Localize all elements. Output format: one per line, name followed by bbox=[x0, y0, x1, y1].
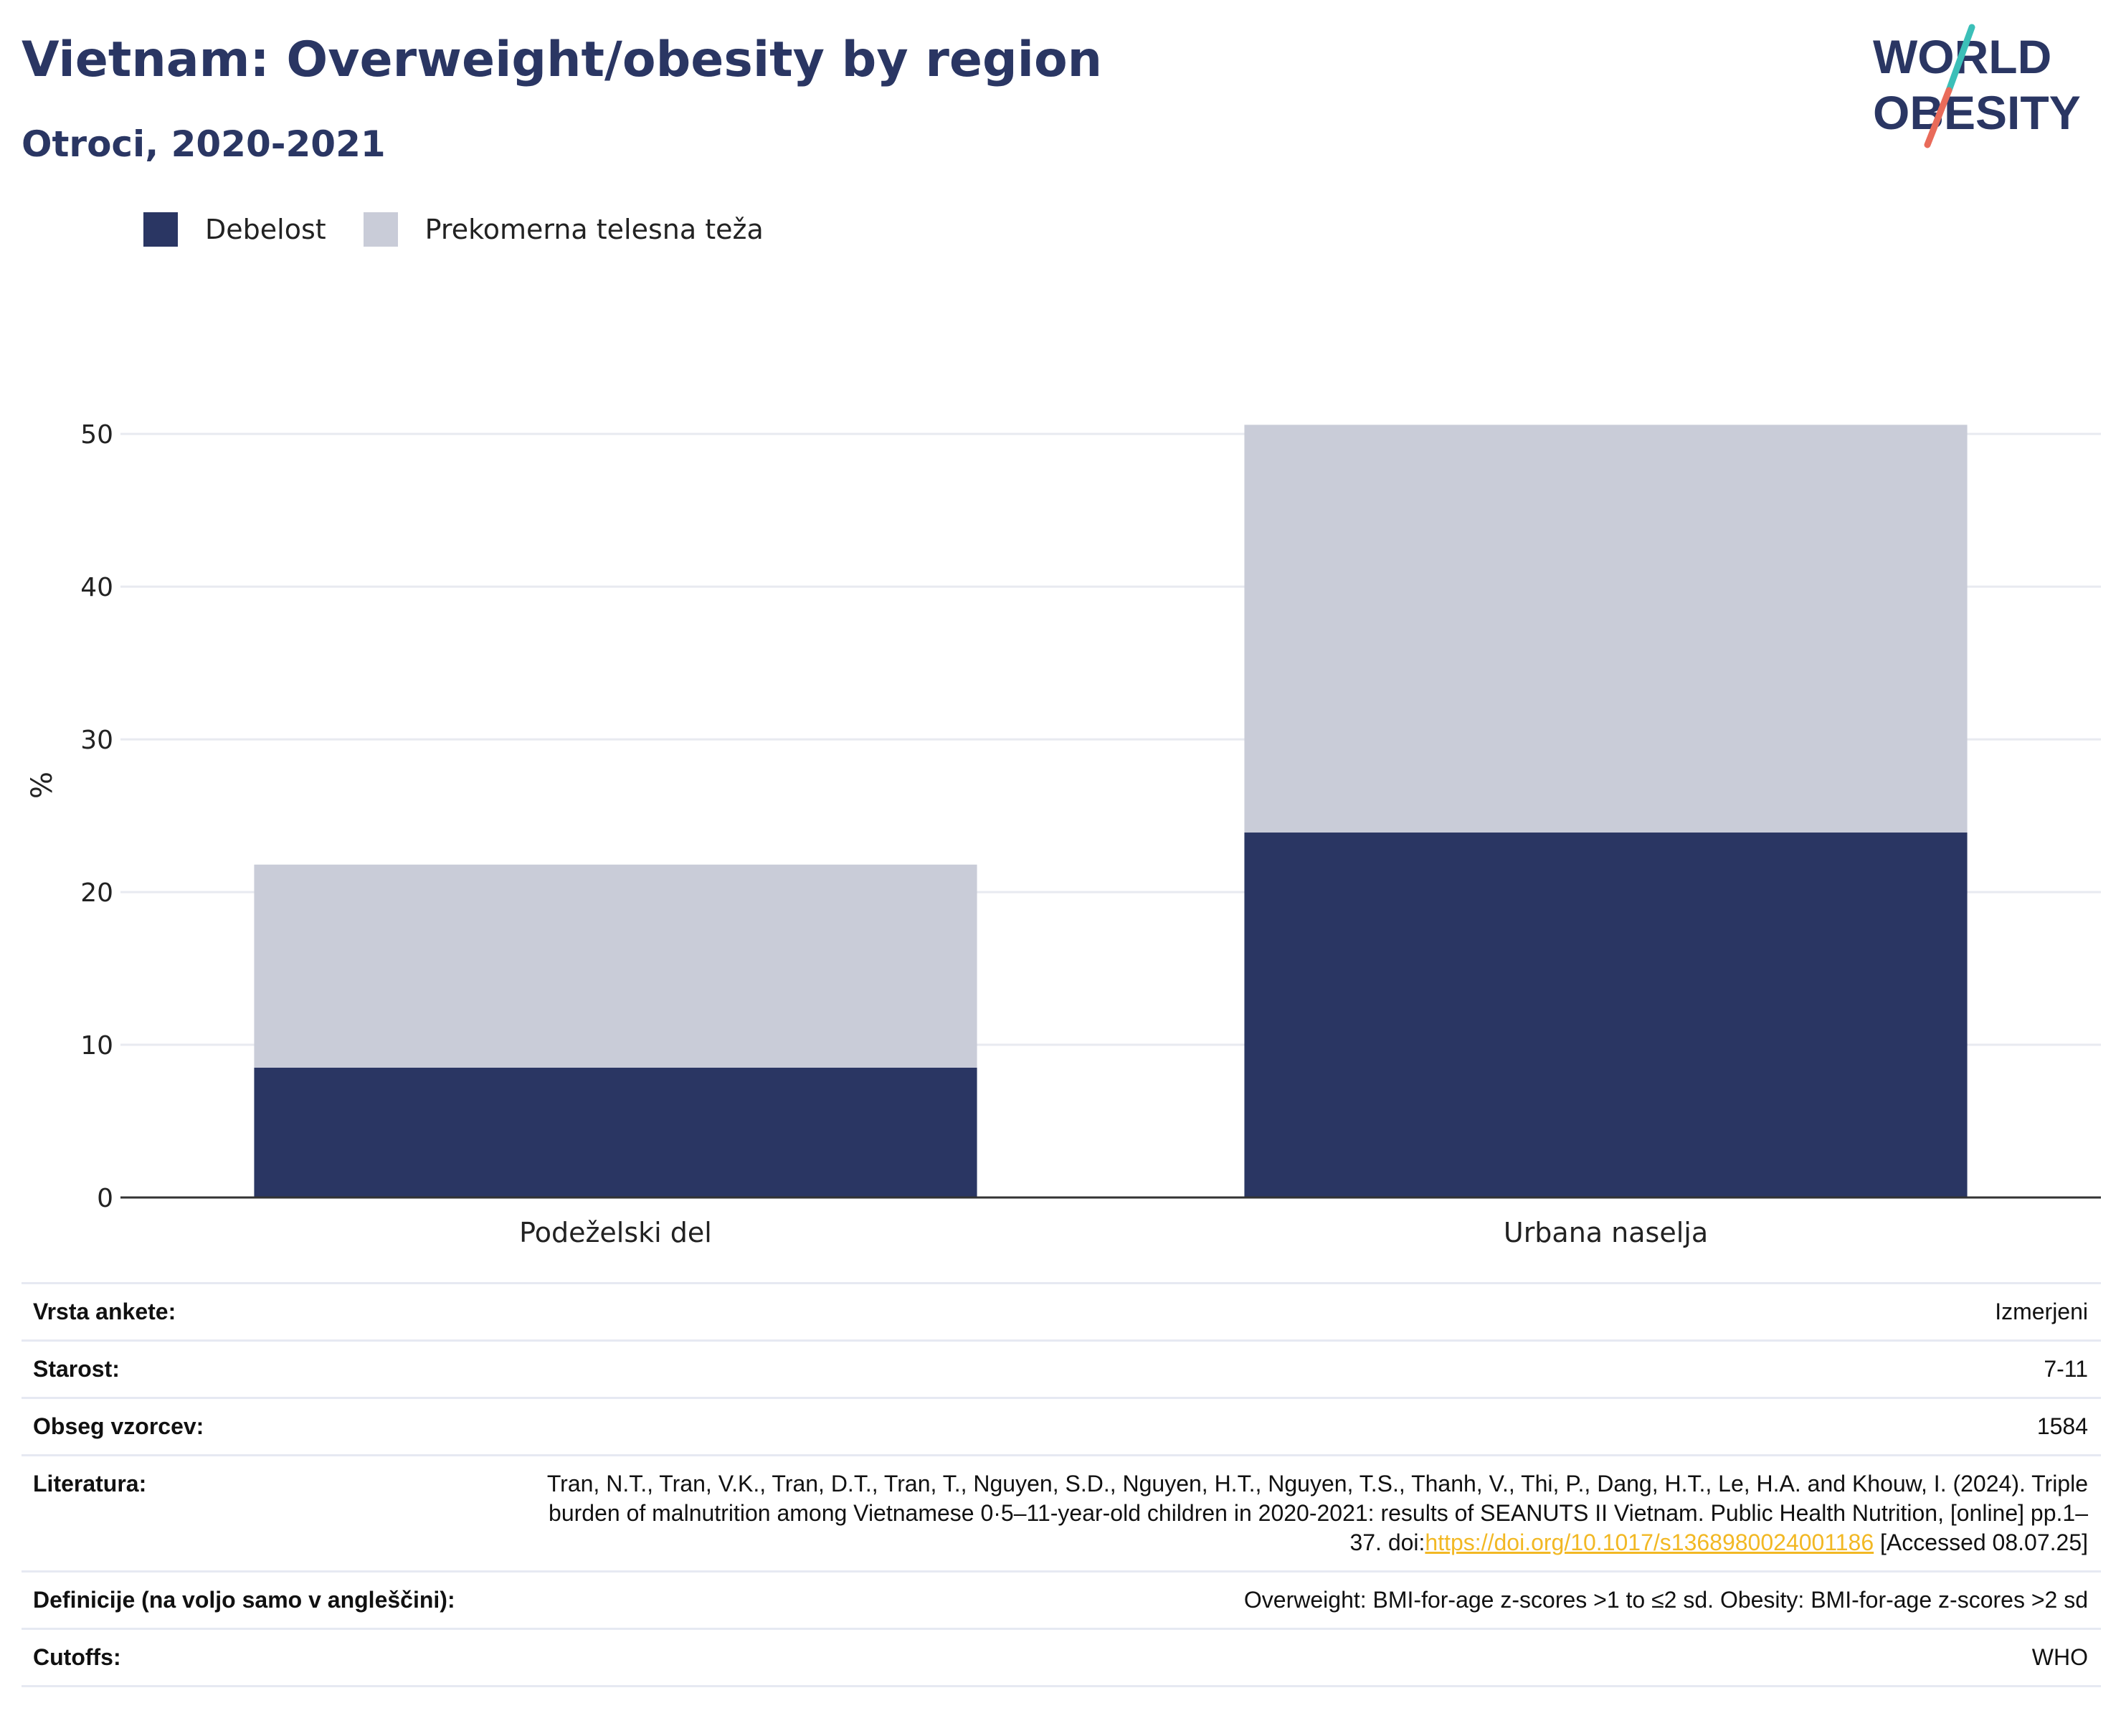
bar-chart: 0 10 20 30 40 50 Podeželski del Urbana naselja% bbox=[26, 420, 2101, 1248]
info-row-survey-type: Vrsta ankete: Izmerjeni bbox=[22, 1282, 2101, 1341]
info-row-definitions: Definicije (na voljo samo v angleščini):… bbox=[22, 1570, 2101, 1629]
y-axis-label: % bbox=[26, 772, 59, 799]
info-row-literature: Literatura: Tran, N.T., Tran, V.K., Tran… bbox=[22, 1454, 2101, 1572]
info-label: Cutoffs: bbox=[22, 1628, 505, 1687]
logo-slash-bottom bbox=[1924, 87, 1952, 148]
literature-text: Tran, N.T., Tran, V.K., Tran, D.T., Tran… bbox=[546, 1471, 2088, 1555]
bar-debelost-0 bbox=[254, 1067, 977, 1197]
info-label: Obseg vzorcev: bbox=[22, 1397, 505, 1456]
x-tick-label: Podeželski del bbox=[519, 1217, 712, 1248]
info-label: Vrsta ankete: bbox=[22, 1282, 505, 1341]
legend-item-debelost[interactable]: Debelost bbox=[143, 212, 326, 247]
info-value: WHO bbox=[505, 1628, 2101, 1687]
legend-swatch-debelost bbox=[143, 212, 178, 247]
info-row-sample-size: Obseg vzorcev: 1584 bbox=[22, 1397, 2101, 1456]
info-value: Overweight: BMI-for-age z-scores >1 to ≤… bbox=[505, 1570, 2101, 1629]
info-value: Izmerjeni bbox=[505, 1282, 2101, 1341]
bars bbox=[254, 424, 1968, 1197]
world-obesity-logo: WORLD OBESITY bbox=[1873, 24, 2081, 148]
legend-label-prekomerna: Prekomerna telesna teža bbox=[424, 214, 764, 245]
info-value: 1584 bbox=[505, 1397, 2101, 1456]
literature-value: Tran, N.T., Tran, V.K., Tran, D.T., Tran… bbox=[505, 1454, 2101, 1572]
doi-link[interactable]: https://doi.org/10.1017/s136898002400118… bbox=[1425, 1529, 1874, 1555]
bar-debelost-1 bbox=[1244, 833, 1968, 1197]
x-tick-label: Urbana naselja bbox=[1504, 1217, 1708, 1248]
info-row-cutoffs: Cutoffs: WHO bbox=[22, 1628, 2101, 1687]
info-value: 7-11 bbox=[505, 1339, 2101, 1398]
info-table: Vrsta ankete: Izmerjeni Starost: 7-11 Ob… bbox=[22, 1282, 2101, 1687]
info-label: Starost: bbox=[22, 1339, 505, 1398]
logo-text-obesity: OBESITY bbox=[1873, 86, 2081, 139]
logo-slash-top bbox=[1945, 24, 1975, 94]
y-tick-label: 50 bbox=[80, 420, 113, 450]
y-tick-label: 0 bbox=[97, 1184, 113, 1213]
chart-subtitle: Otroci, 2020-2021 bbox=[22, 123, 386, 165]
y-tick-label: 20 bbox=[80, 878, 113, 908]
legend: Debelost Prekomerna telesna teža bbox=[143, 212, 801, 247]
literature-accessed: [Accessed 08.07.25] bbox=[1874, 1529, 2088, 1555]
info-label: Literatura: bbox=[22, 1454, 505, 1572]
legend-swatch-prekomerna bbox=[363, 212, 398, 247]
legend-label-debelost: Debelost bbox=[205, 214, 326, 245]
y-tick-label: 40 bbox=[80, 573, 113, 602]
info-label: Definicije (na voljo samo v angleščini): bbox=[22, 1570, 505, 1629]
legend-item-prekomerna[interactable]: Prekomerna telesna teža bbox=[363, 212, 764, 247]
axes: 0 10 20 30 40 50 Podeželski del Urbana naselja% bbox=[26, 420, 2101, 1248]
y-tick-label: 10 bbox=[80, 1031, 113, 1061]
bar-prekomerna-1 bbox=[1244, 424, 1968, 833]
info-row-age: Starost: 7-11 bbox=[22, 1339, 2101, 1398]
chart-title: Vietnam: Overweight/obesity by region bbox=[22, 32, 1103, 88]
y-tick-label: 30 bbox=[80, 726, 113, 755]
bar-prekomerna-0 bbox=[254, 864, 977, 1068]
